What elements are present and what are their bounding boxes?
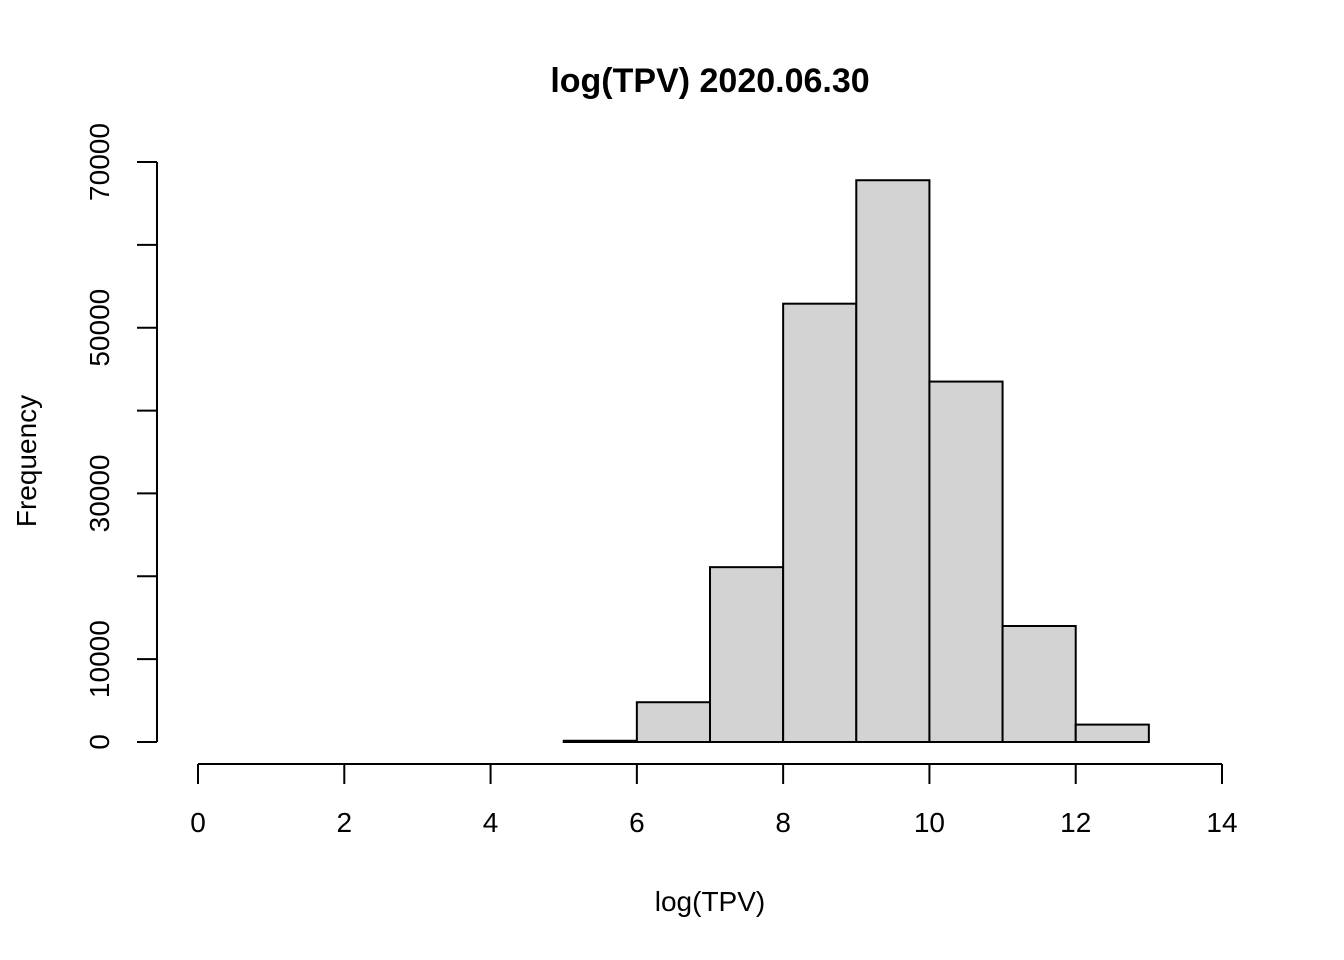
y-tick-label: 30000: [84, 454, 115, 532]
x-tick-label: 0: [190, 807, 206, 838]
histogram-bar-10: [928, 380, 1004, 743]
histogram-bar-8: [782, 302, 858, 743]
chart-title: log(TPV) 2020.06.30: [550, 62, 869, 100]
x-tick-label: 8: [775, 807, 791, 838]
histogram-bar-5: [562, 739, 638, 743]
histogram-bar-11: [1001, 625, 1077, 743]
x-axis-label: log(TPV): [655, 886, 765, 917]
x-tick-label: 10: [914, 807, 945, 838]
histogram-bar-7: [709, 566, 785, 744]
y-tick-label: 0: [84, 734, 115, 750]
x-axis: 0 2 4 6 8 10 12 14: [190, 763, 1238, 838]
x-tick-label: 14: [1206, 807, 1237, 838]
y-tick-label: 70000: [84, 123, 115, 201]
y-axis-label: Frequency: [11, 395, 42, 527]
x-tick-label: 12: [1060, 807, 1091, 838]
x-tick-label: 4: [483, 807, 499, 838]
y-axis: 0 10000 30000 50000 70000: [84, 123, 158, 750]
histogram-bar-6: [635, 701, 711, 744]
y-tick-label: 10000: [84, 620, 115, 698]
x-tick-label: 6: [629, 807, 645, 838]
histogram-bar-12: [1074, 723, 1150, 743]
histogram-bar-9: [855, 179, 931, 743]
bars-group: [562, 179, 1150, 744]
y-tick-label: 50000: [84, 289, 115, 367]
x-tick-label: 2: [336, 807, 352, 838]
